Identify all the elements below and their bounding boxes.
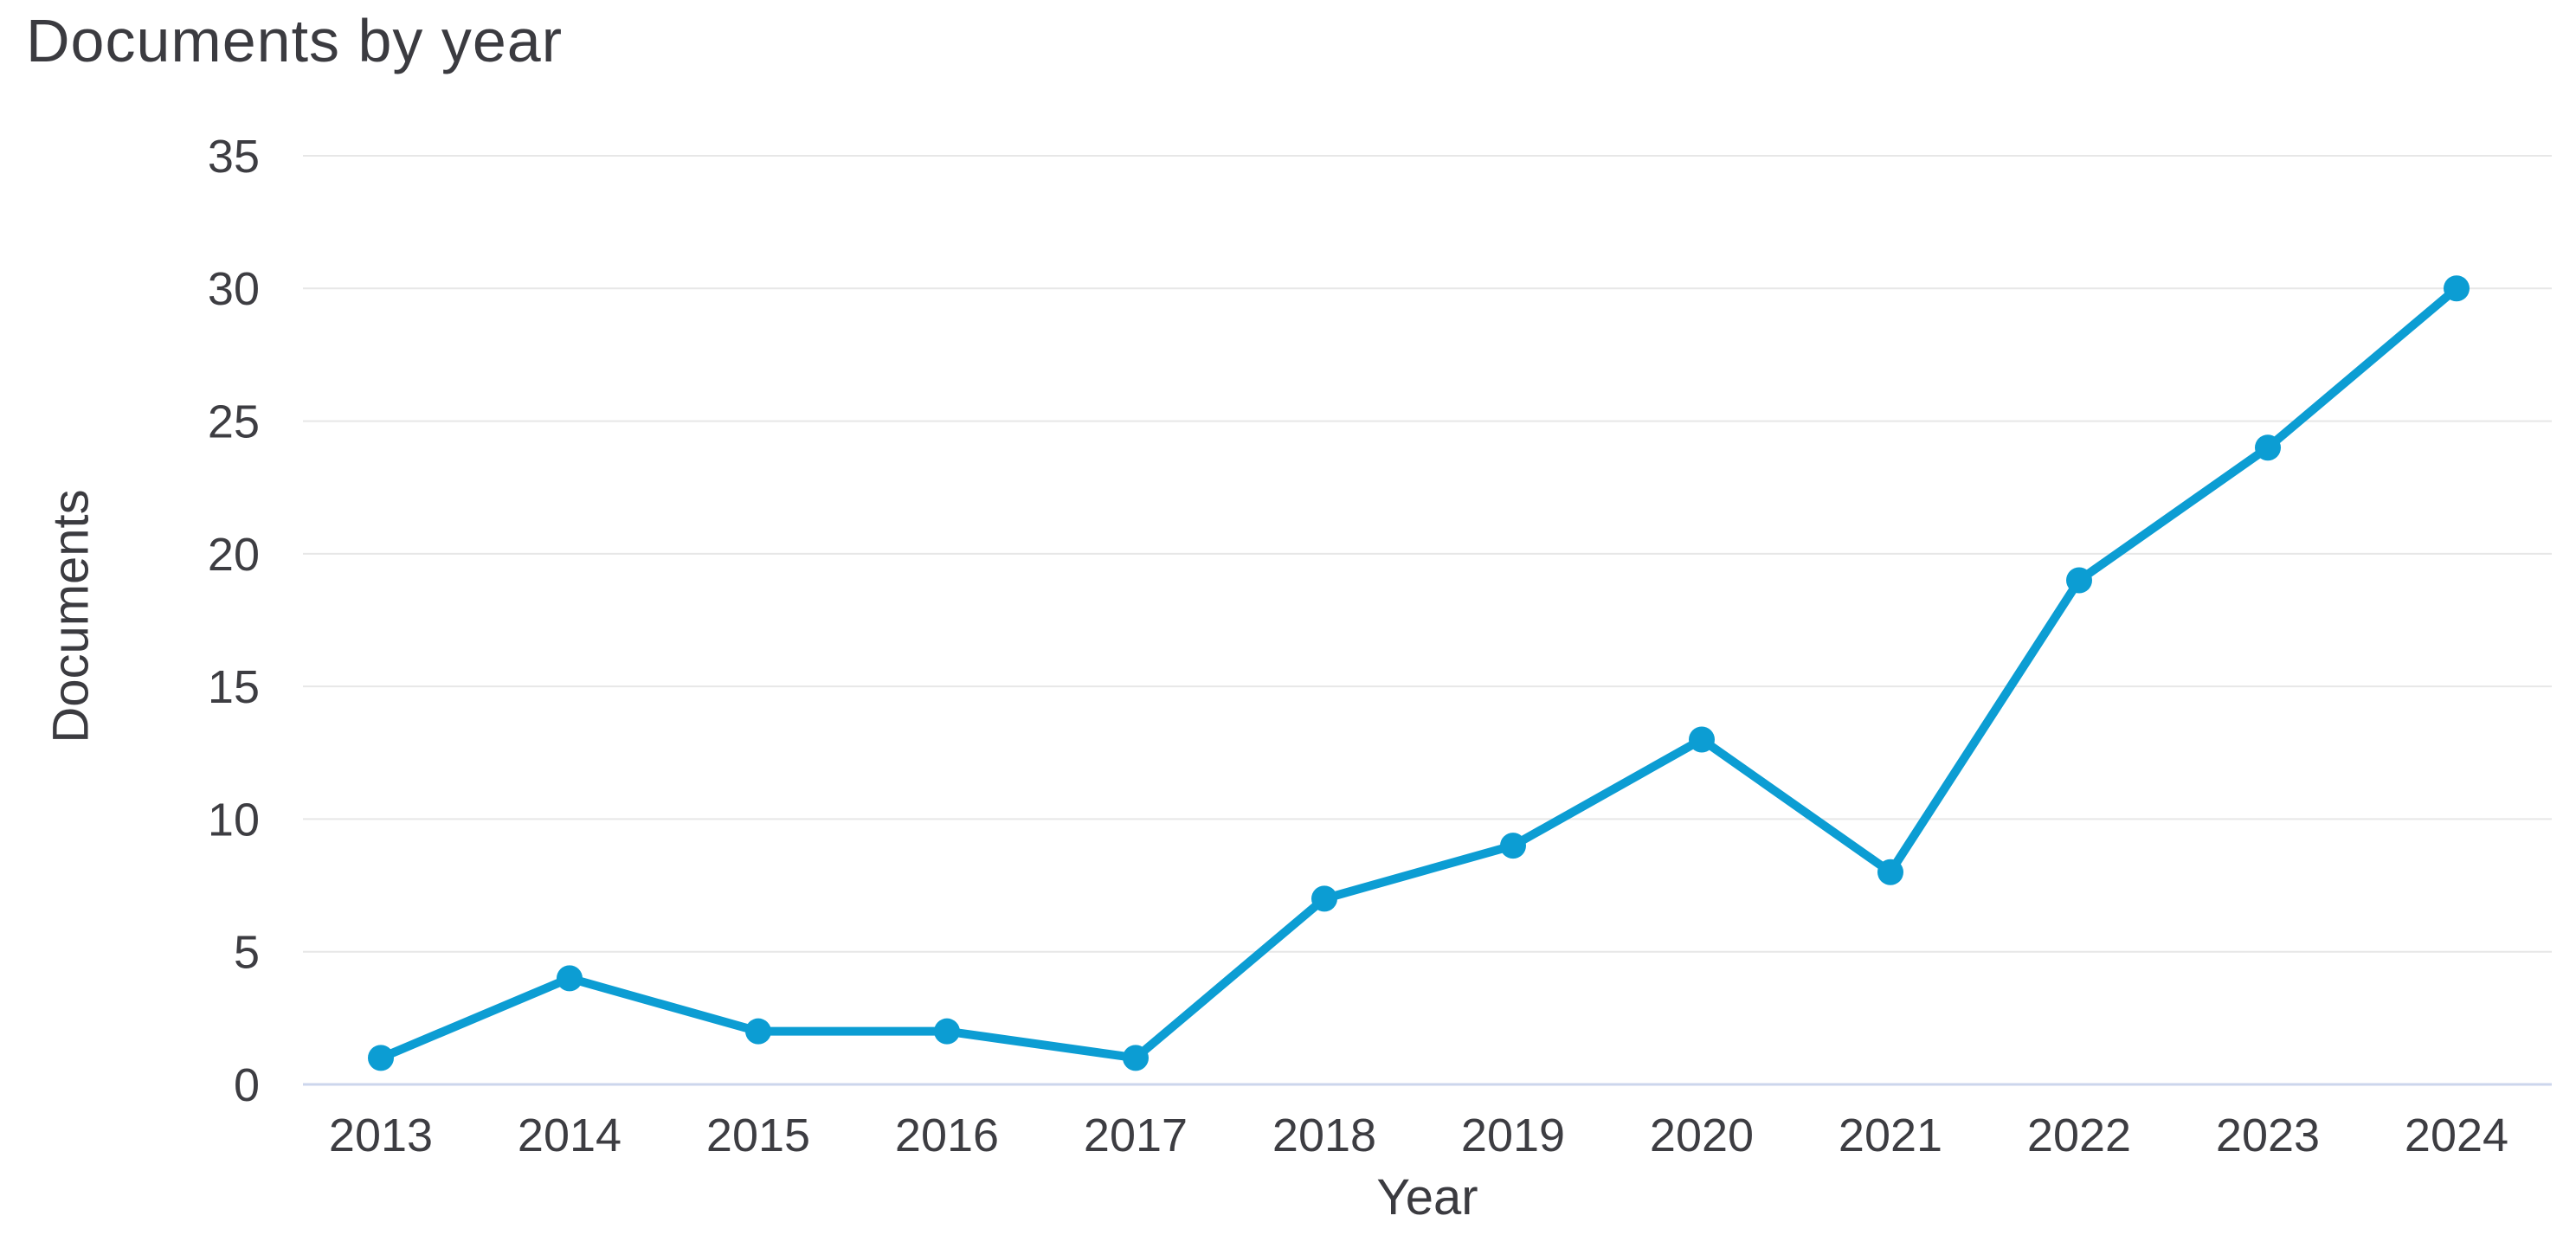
- data-point-marker: [368, 1045, 394, 1071]
- data-point-marker: [2255, 434, 2281, 461]
- y-tick-label: 10: [208, 794, 260, 846]
- x-tick-label: 2024: [2405, 1110, 2508, 1161]
- data-point-marker: [934, 1018, 960, 1045]
- y-tick-label: 30: [208, 263, 260, 315]
- x-tick-label: 2018: [1272, 1110, 1376, 1161]
- data-point-marker: [1123, 1045, 1149, 1071]
- series-line: [377, 284, 2461, 1063]
- data-point-marker: [1877, 859, 1903, 885]
- y-tick-label: 25: [208, 396, 260, 447]
- x-tick-label: 2013: [329, 1110, 433, 1161]
- x-tick-label: 2022: [2027, 1110, 2131, 1161]
- x-tick-label: 2016: [895, 1110, 999, 1161]
- x-tick-label: 2014: [518, 1110, 621, 1161]
- x-tick-label: 2015: [706, 1110, 810, 1161]
- y-tick-label: 35: [208, 131, 260, 183]
- data-point-marker: [745, 1018, 771, 1045]
- y-tick-label: 5: [234, 927, 260, 979]
- chart-title: Documents by year: [26, 7, 564, 74]
- x-tick-label: 2020: [1650, 1110, 1754, 1161]
- data-point-marker: [2066, 567, 2092, 594]
- data-point-marker: [1311, 885, 1337, 912]
- x-axis-title: Year: [1376, 1169, 1478, 1225]
- x-tick-label: 2023: [2216, 1110, 2320, 1161]
- y-tick-label: 0: [234, 1059, 260, 1111]
- data-point-marker: [1689, 726, 1715, 753]
- data-point-marker: [2444, 275, 2470, 302]
- data-point-marker: [1500, 833, 1526, 859]
- x-tick-label: 2019: [1461, 1110, 1565, 1161]
- y-tick-label: 15: [208, 661, 260, 713]
- data-point-marker: [557, 965, 583, 992]
- y-tick-label: 20: [208, 529, 260, 581]
- x-tick-label: 2021: [1839, 1110, 1942, 1161]
- x-tick-label: 2017: [1084, 1110, 1188, 1161]
